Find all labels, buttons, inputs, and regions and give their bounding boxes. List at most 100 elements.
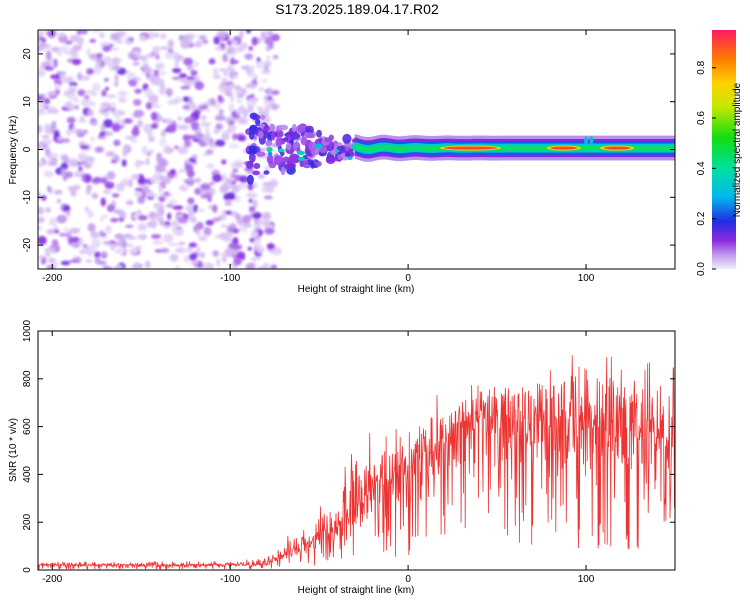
colorbar-tick-label: 0.4 — [696, 161, 707, 175]
noise-blob — [49, 162, 58, 166]
noise-blob — [100, 59, 105, 68]
spectrogram-x-axis-label: Height of straight line (km) — [298, 284, 415, 295]
noise-blob — [245, 82, 257, 89]
noise-blob — [133, 109, 145, 118]
noise-blob — [212, 174, 223, 183]
noise-blob — [137, 119, 143, 128]
noise-blob — [71, 58, 82, 66]
noise-blob — [200, 122, 212, 127]
noise-blob — [105, 224, 112, 234]
noise-blob — [86, 184, 92, 191]
transition-blob — [270, 131, 276, 141]
spectrogram-x-axis: -200 -100 0 100 — [42, 30, 595, 284]
noise-blob — [273, 249, 279, 255]
transition-blob — [285, 142, 292, 151]
noise-blob — [126, 243, 134, 247]
noise-blob — [217, 85, 228, 91]
noise-blob — [141, 145, 148, 155]
transition-hotspot — [297, 150, 305, 156]
noise-blob — [186, 79, 197, 86]
noise-blob — [159, 137, 167, 147]
noise-blob — [38, 206, 45, 215]
noise-blob — [151, 219, 156, 228]
noise-blob — [186, 76, 195, 81]
noise-blob — [53, 130, 60, 139]
noise-blob — [169, 253, 179, 262]
y-tick-label: 10 — [22, 96, 33, 108]
noise-blob — [266, 243, 275, 250]
noise-blob — [110, 217, 119, 223]
noise-blob — [99, 177, 108, 184]
noise-blob — [122, 240, 127, 249]
colorbar-tick-label: 0.0 — [696, 262, 707, 276]
noise-blob — [69, 88, 76, 96]
noise-blob — [45, 50, 52, 60]
ridge-layer — [354, 143, 675, 153]
noise-blob — [208, 58, 216, 65]
transition-blob — [288, 139, 294, 144]
noise-blob — [212, 250, 220, 257]
noise-blob — [214, 114, 226, 122]
noise-blob — [256, 266, 267, 269]
noise-blob — [230, 57, 236, 66]
noise-blob — [202, 192, 213, 199]
noise-blob — [248, 46, 253, 51]
noise-blob — [193, 177, 202, 184]
noise-blob — [53, 58, 58, 68]
noise-blob — [262, 181, 273, 187]
noise-blob — [248, 198, 253, 203]
noise-blob — [214, 139, 226, 147]
y-tick-label: 20 — [22, 48, 33, 60]
noise-blob — [38, 46, 44, 52]
noise-blob — [78, 118, 87, 123]
noise-blob — [106, 171, 116, 180]
noise-blob — [224, 200, 233, 206]
noise-blob — [136, 234, 148, 240]
noise-blob — [158, 85, 167, 95]
noise-blob — [196, 221, 204, 230]
noise-blob — [257, 173, 265, 179]
transition-blob — [273, 155, 284, 166]
noise-blob — [269, 179, 279, 188]
snr-y-axis-label: SNR (10 * v/v) — [8, 418, 19, 482]
noise-blob — [132, 125, 139, 135]
noise-blob — [209, 181, 215, 186]
transition-blob — [278, 124, 289, 131]
noise-blob — [141, 63, 150, 71]
noise-blob — [232, 168, 239, 174]
noise-blob — [167, 242, 178, 247]
noise-blob — [53, 225, 59, 231]
noise-blob — [212, 67, 219, 77]
noise-blob — [236, 99, 243, 104]
noise-blob — [245, 262, 255, 269]
noise-blob — [263, 195, 273, 200]
noise-blob — [99, 32, 105, 39]
spectrogram-y-axis: -20 -10 0 10 20 — [22, 48, 675, 252]
noise-blob — [39, 101, 45, 109]
noise-blob — [253, 238, 261, 248]
noise-blob — [252, 199, 258, 209]
noise-blob — [101, 89, 107, 97]
y-tick-label: 800 — [22, 370, 33, 387]
noise-blob — [105, 151, 116, 157]
noise-blob — [182, 104, 190, 110]
noise-blob — [261, 78, 268, 83]
y-tick-label: 200 — [22, 513, 33, 530]
noise-blob — [148, 211, 158, 220]
noise-blob — [68, 158, 78, 168]
noise-blob — [179, 184, 189, 192]
noise-blob — [86, 47, 91, 57]
noise-blob — [78, 152, 87, 162]
noise-blob — [38, 191, 42, 201]
noise-blob — [180, 40, 191, 49]
noise-blob — [237, 93, 245, 99]
noise-blob — [60, 154, 65, 158]
noise-blob — [159, 248, 170, 254]
noise-blob — [256, 245, 265, 254]
transition-blob — [305, 125, 314, 134]
noise-blob — [128, 179, 133, 188]
noise-blob — [137, 195, 146, 205]
transition-blob — [280, 166, 286, 176]
snr-series-line — [38, 355, 675, 570]
